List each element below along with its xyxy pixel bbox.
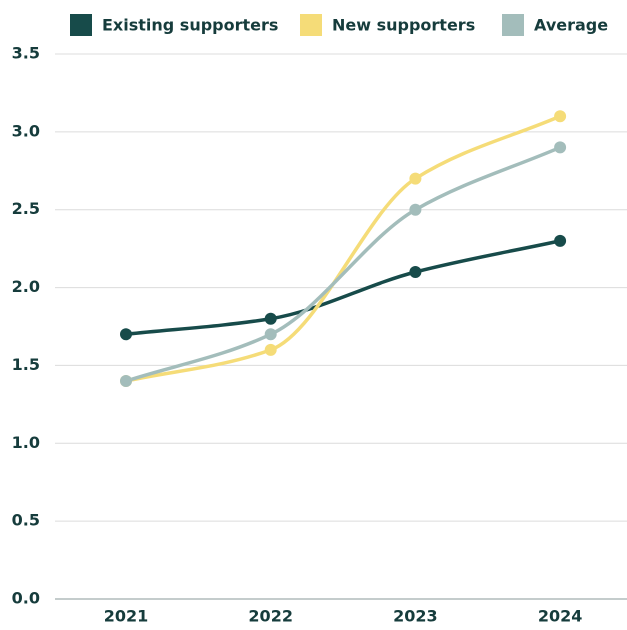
- point: [554, 234, 567, 247]
- y-tick-label: 0.5: [12, 511, 40, 530]
- y-tick-label: 3.0: [12, 121, 40, 140]
- line: [125, 145, 561, 383]
- y-tick-label: 0.0: [12, 589, 40, 608]
- y-tick-label: 1.5: [12, 355, 40, 374]
- legend-swatch: [70, 14, 92, 36]
- y-tick-label: 2.0: [12, 277, 40, 296]
- point: [409, 203, 422, 216]
- point: [554, 110, 567, 123]
- x-tick-label: 2023: [393, 607, 438, 626]
- legend-swatch: [502, 14, 524, 36]
- point: [120, 328, 132, 341]
- y-tick-label: 1.0: [12, 433, 40, 452]
- point: [264, 312, 277, 325]
- line: [125, 239, 561, 337]
- point: [120, 375, 132, 387]
- x-tick-label: 2021: [104, 607, 149, 626]
- legend-swatch: [300, 14, 322, 36]
- point: [409, 172, 422, 185]
- x-tick-label: 2022: [248, 607, 293, 626]
- x-tick-label: 2024: [538, 607, 583, 626]
- line: [125, 114, 561, 383]
- y-tick-label: 2.5: [12, 199, 40, 218]
- legend-label: New supporters: [332, 16, 475, 35]
- legend-label: Existing supporters: [102, 16, 278, 35]
- point: [264, 328, 277, 341]
- y-tick-label: 3.5: [12, 44, 40, 63]
- point: [409, 266, 422, 278]
- point: [554, 141, 567, 154]
- point: [264, 343, 277, 356]
- legend-label: Average: [534, 16, 608, 35]
